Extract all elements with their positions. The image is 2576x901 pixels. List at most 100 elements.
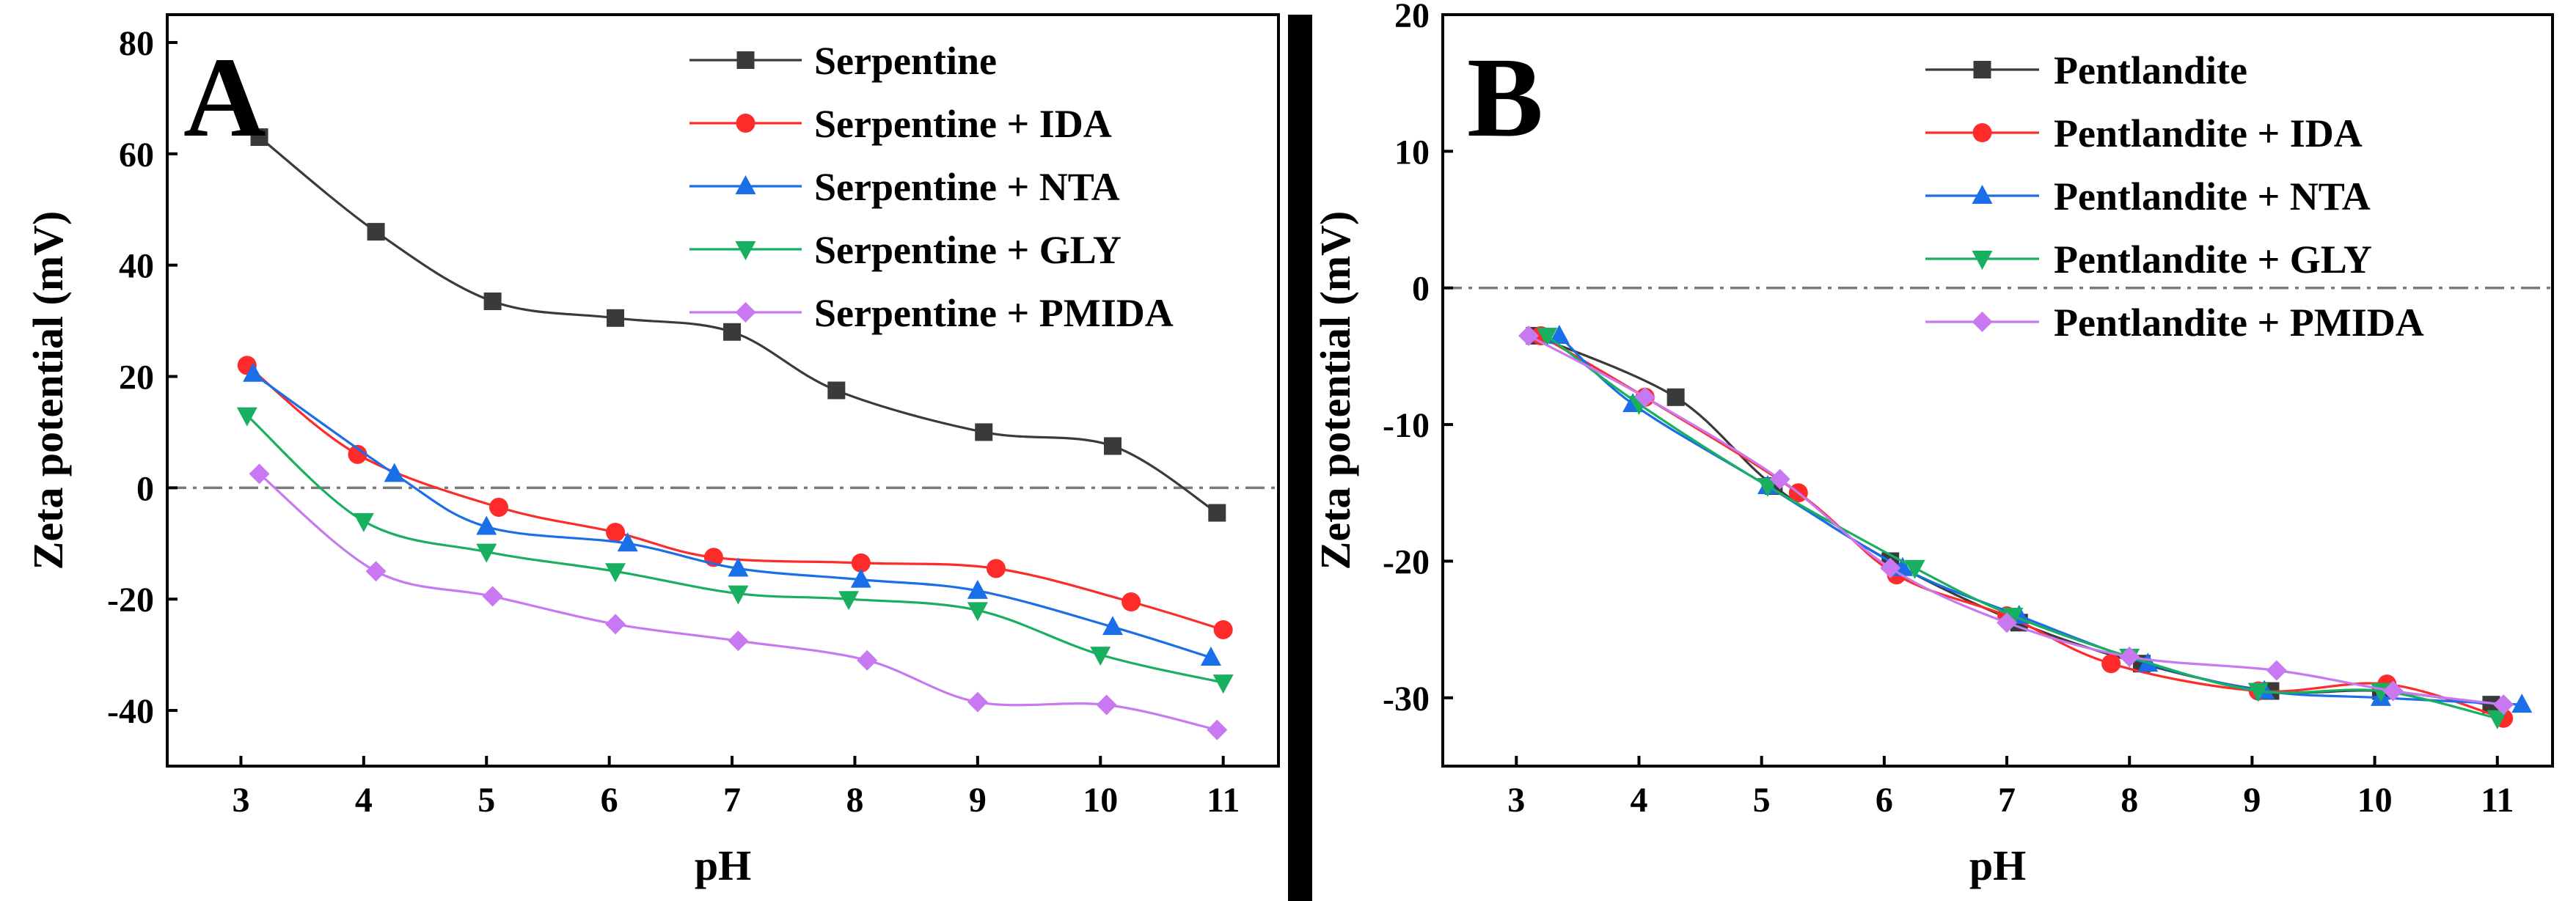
y-tick-label: 20 bbox=[119, 358, 154, 397]
x-axis-title: pH bbox=[1969, 842, 2026, 889]
data-point-series-3-2 bbox=[384, 463, 405, 482]
x-tick-label: 10 bbox=[2357, 781, 2393, 820]
data-point-series-4-3 bbox=[1757, 477, 1779, 497]
legend-marker-1 bbox=[736, 51, 755, 69]
y-tick-label: 80 bbox=[119, 24, 154, 63]
data-point-series-4-7 bbox=[2247, 683, 2269, 702]
y-tick-label: -20 bbox=[107, 581, 154, 619]
data-point-series-4-9 bbox=[2487, 710, 2508, 729]
legend-marker-4 bbox=[735, 241, 756, 260]
data-point-series-5-3 bbox=[1769, 468, 1790, 490]
legend-label-4: Serpentine + GLY bbox=[814, 228, 1121, 272]
data-point-series-3-1 bbox=[243, 362, 264, 382]
panel-a-chart: 3 4 5 6 7 8 9 10 11 -40 -20 0 20 40 60 80 pH Zeta potenti… bbox=[24, 13, 1280, 889]
data-point-series-4-6 bbox=[838, 591, 860, 611]
legend-label-5: Serpentine + PMIDA bbox=[814, 291, 1174, 335]
x-tick-label: 11 bbox=[2481, 781, 2514, 820]
data-point-series-5-6 bbox=[2119, 646, 2140, 667]
data-point-series-5-7 bbox=[967, 691, 988, 713]
y-tick-label: -10 bbox=[1383, 406, 1430, 445]
data-point-series-4-1 bbox=[1537, 327, 1558, 347]
data-point-series-5-3 bbox=[482, 586, 503, 607]
data-point-series-1-8 bbox=[1104, 437, 1122, 455]
y-tick-label: 10 bbox=[1394, 133, 1430, 172]
data-point-series-5-1 bbox=[1518, 325, 1540, 346]
data-point-series-3-9 bbox=[1200, 646, 1221, 666]
x-tick-label: 8 bbox=[2121, 781, 2138, 820]
legend-marker-5 bbox=[735, 302, 756, 323]
legend-marker-2 bbox=[736, 114, 755, 133]
data-point-series-3-8 bbox=[1102, 616, 1124, 636]
axes-frame bbox=[1441, 13, 2554, 768]
data-point-series-2-2 bbox=[348, 444, 367, 464]
data-point-series-2-4 bbox=[606, 523, 626, 543]
x-tick-label: 3 bbox=[1507, 781, 1525, 820]
data-point-series-1-5 bbox=[723, 323, 742, 341]
legend-marker-1 bbox=[1973, 61, 1991, 78]
data-point-series-1-9 bbox=[1208, 504, 1226, 522]
data-point-series-2-8 bbox=[1121, 592, 1141, 612]
x-tick-label: 4 bbox=[355, 781, 373, 820]
data-point-series-3-4 bbox=[617, 532, 638, 552]
data-point-series-2-3 bbox=[489, 497, 508, 517]
data-point-series-5-5 bbox=[728, 630, 749, 652]
legend-label-1: Serpentine bbox=[814, 39, 997, 83]
x-tick-label: 6 bbox=[601, 781, 618, 820]
data-point-series-4-2 bbox=[353, 512, 374, 532]
data-point-series-4-9 bbox=[1212, 674, 1234, 694]
data-point-series-1-7 bbox=[975, 423, 993, 441]
data-point-series-1-2 bbox=[367, 223, 385, 241]
data-point-series-5-9 bbox=[2493, 694, 2514, 716]
legend-label-1: Pentlandite bbox=[2054, 48, 2247, 92]
data-point-series-4-3 bbox=[476, 543, 497, 563]
data-point-series-4-7 bbox=[967, 602, 988, 622]
data-point-series-2-6 bbox=[851, 553, 871, 573]
y-axis-title: Zeta potential (mV) bbox=[24, 211, 72, 570]
data-point-series-2-9 bbox=[1213, 619, 1233, 639]
x-tick-label: 4 bbox=[1630, 781, 1647, 820]
legend-marker-5 bbox=[1972, 312, 1993, 332]
data-point-series-5-5 bbox=[1997, 612, 2018, 633]
data-point-series-1-2 bbox=[1666, 388, 1685, 406]
data-point-series-5-2 bbox=[365, 561, 387, 582]
series-line-4 bbox=[1546, 334, 2498, 720]
series-line-2 bbox=[1540, 334, 2504, 720]
y-tick-label: 0 bbox=[1412, 270, 1430, 309]
data-point-series-5-9 bbox=[1207, 719, 1228, 740]
legend-label-2: Serpentine + IDA bbox=[814, 102, 1112, 146]
legend-label-3: Serpentine + NTA bbox=[814, 165, 1120, 209]
data-point-series-5-6 bbox=[857, 650, 878, 671]
y-tick-label: -40 bbox=[107, 692, 154, 731]
data-point-series-1-4 bbox=[607, 309, 625, 327]
y-tick-label: 20 bbox=[1394, 0, 1430, 35]
legend-label-5: Pentlandite + PMIDA bbox=[2054, 301, 2424, 345]
data-point-series-3-1 bbox=[1548, 324, 1570, 344]
x-tick-label: 9 bbox=[969, 781, 987, 820]
data-point-series-2-7 bbox=[986, 559, 1006, 578]
x-tick-label: 11 bbox=[1207, 781, 1240, 820]
panel-b-chart: 3 4 5 6 7 8 9 10 11 -30 -20 -10 0 10 20 pH Zeta potentia… bbox=[1311, 0, 2554, 889]
legend-marker-2 bbox=[1972, 123, 1992, 142]
data-point-series-4-4 bbox=[1904, 559, 1925, 579]
legend-label-3: Pentlandite + NTA bbox=[2054, 174, 2371, 218]
x-tick-label: 8 bbox=[846, 781, 863, 820]
x-axis-title: pH bbox=[695, 842, 751, 889]
data-point-series-1-1 bbox=[250, 128, 268, 147]
data-point-series-4-5 bbox=[2002, 608, 2024, 627]
data-point-series-1-6 bbox=[827, 381, 846, 400]
legend-marker-3 bbox=[735, 175, 756, 194]
legend-marker-3 bbox=[1972, 185, 1993, 204]
legend-label-4: Pentlandite + GLY bbox=[2054, 238, 2372, 282]
legend-marker-4 bbox=[1972, 251, 1993, 270]
data-point-series-5-7 bbox=[2266, 660, 2287, 681]
data-point-series-5-8 bbox=[2382, 680, 2404, 702]
data-point-series-4-4 bbox=[605, 563, 626, 583]
data-point-series-5-8 bbox=[1096, 694, 1117, 716]
data-point-series-4-1 bbox=[236, 407, 257, 427]
x-tick-label: 6 bbox=[1876, 781, 1893, 820]
series-line-3 bbox=[1558, 334, 2522, 706]
x-tick-label: 5 bbox=[1753, 781, 1771, 820]
data-point-series-3-9 bbox=[2511, 694, 2533, 713]
panel-letter: B bbox=[1467, 34, 1543, 161]
y-tick-label: 60 bbox=[119, 136, 154, 174]
